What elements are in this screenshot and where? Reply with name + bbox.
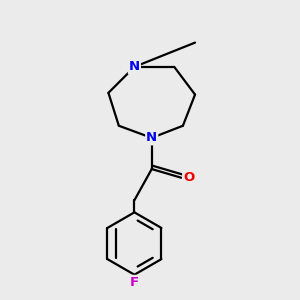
Text: O: O <box>183 171 194 184</box>
Text: N: N <box>129 60 140 74</box>
Text: F: F <box>130 276 139 289</box>
Text: N: N <box>146 131 157 144</box>
